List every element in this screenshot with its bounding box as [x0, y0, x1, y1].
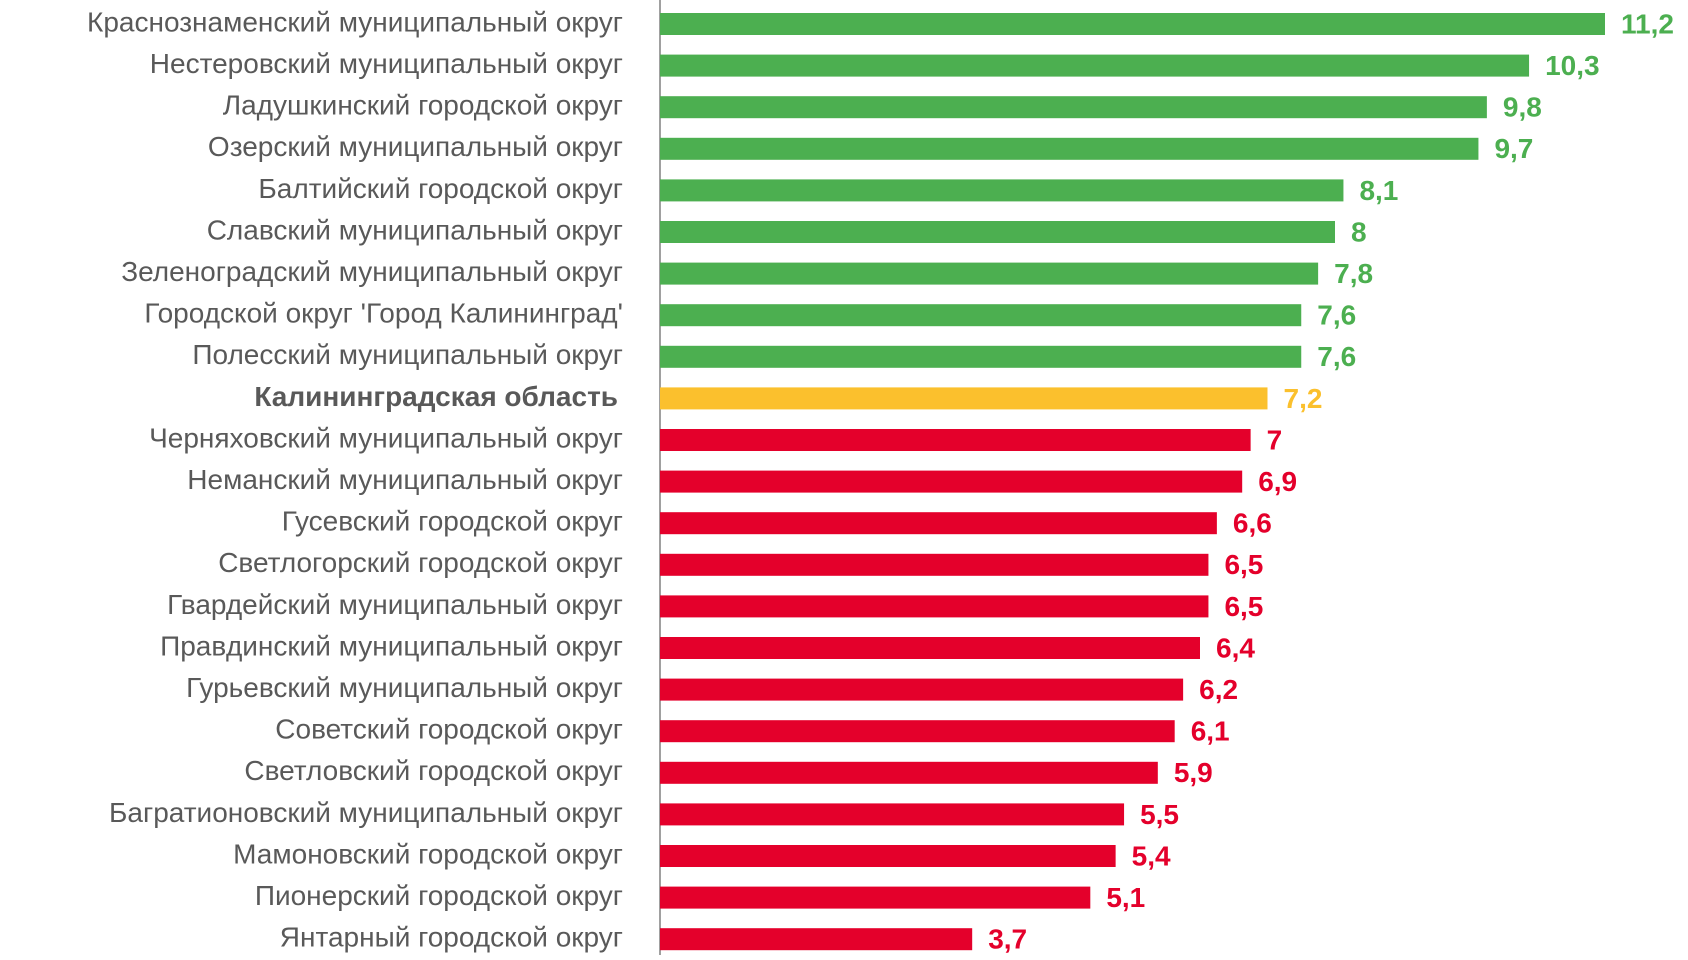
- value-label: 7,6: [1317, 300, 1356, 331]
- bar: [660, 553, 1209, 576]
- bar: [660, 137, 1479, 160]
- bar: [660, 678, 1184, 701]
- bar: [660, 928, 973, 951]
- value-label: 8: [1351, 216, 1367, 247]
- bar: [660, 345, 1302, 368]
- value-label: 6,1: [1191, 716, 1230, 747]
- category-label: Гурьевский муниципальный округ: [186, 672, 623, 703]
- category-label: Озерский муниципальный округ: [208, 131, 623, 162]
- category-label: Пионерский городской округ: [255, 880, 623, 911]
- value-label: 3,7: [988, 924, 1027, 955]
- category-label: Нестеровский муниципальный округ: [150, 48, 623, 79]
- category-label: Багратионовский муниципальный округ: [109, 797, 623, 828]
- value-label: 5,5: [1140, 799, 1179, 830]
- value-label: 6,6: [1233, 508, 1272, 539]
- value-label: 6,5: [1224, 591, 1263, 622]
- category-label: Городской округ 'Город Калининград': [144, 298, 623, 329]
- bar: [660, 595, 1209, 618]
- value-label: 6,9: [1258, 466, 1297, 497]
- category-label: Зеленоградский муниципальный округ: [121, 256, 623, 287]
- bar: [660, 637, 1200, 659]
- category-label: Балтийский городской округ: [258, 173, 623, 204]
- category-label: Полесский муниципальный округ: [192, 339, 623, 370]
- bar: [660, 13, 1605, 35]
- value-label: 5,4: [1132, 840, 1171, 871]
- category-label: Светловский городской округ: [244, 755, 623, 786]
- value-label: 7,6: [1317, 341, 1356, 372]
- bar: [660, 886, 1091, 909]
- value-label: 9,7: [1494, 133, 1533, 164]
- value-label: 7: [1267, 424, 1283, 455]
- value-label: 11,2: [1621, 8, 1674, 39]
- bar: [660, 803, 1125, 826]
- bar: [660, 761, 1158, 784]
- category-label: Краснознаменский муниципальный округ: [87, 6, 623, 37]
- category-label: Черняховский муниципальный округ: [149, 422, 623, 453]
- value-label: 5,9: [1174, 757, 1213, 788]
- value-label: 10,3: [1545, 50, 1600, 81]
- bar: [660, 304, 1302, 327]
- bar: [660, 429, 1251, 451]
- bar: [660, 179, 1344, 202]
- value-label: 7,8: [1334, 258, 1373, 289]
- category-label: Советский городской округ: [275, 714, 623, 745]
- category-label: Славский муниципальный округ: [207, 214, 623, 245]
- value-label: 6,2: [1199, 674, 1238, 705]
- category-label: Светлогорский городской округ: [218, 547, 623, 578]
- value-label: 8,1: [1359, 175, 1398, 206]
- value-label: 5,1: [1106, 882, 1145, 913]
- bar: [660, 262, 1319, 285]
- bar: [660, 96, 1487, 119]
- category-label: Мамоновский городской округ: [233, 838, 623, 869]
- category-label: Гусевский городской округ: [282, 506, 623, 537]
- category-label: Ладушкинский городской округ: [223, 90, 623, 121]
- category-label: Гвардейский муниципальный округ: [167, 589, 623, 620]
- bar: [660, 470, 1243, 493]
- bar: [660, 387, 1268, 410]
- category-label: Неманский муниципальный округ: [187, 464, 623, 495]
- category-label: Правдинский муниципальный округ: [160, 630, 623, 661]
- value-label: 6,5: [1224, 549, 1263, 580]
- category-label: Янтарный городской округ: [280, 922, 623, 953]
- category-label: Калининградская область: [254, 381, 618, 412]
- value-label: 7,2: [1284, 383, 1323, 414]
- value-label: 6,4: [1216, 632, 1255, 663]
- value-label: 9,8: [1503, 92, 1542, 123]
- bar: [660, 54, 1530, 77]
- bar: [660, 512, 1217, 535]
- bar: [660, 221, 1335, 243]
- bar: [660, 720, 1175, 743]
- bar: [660, 845, 1116, 867]
